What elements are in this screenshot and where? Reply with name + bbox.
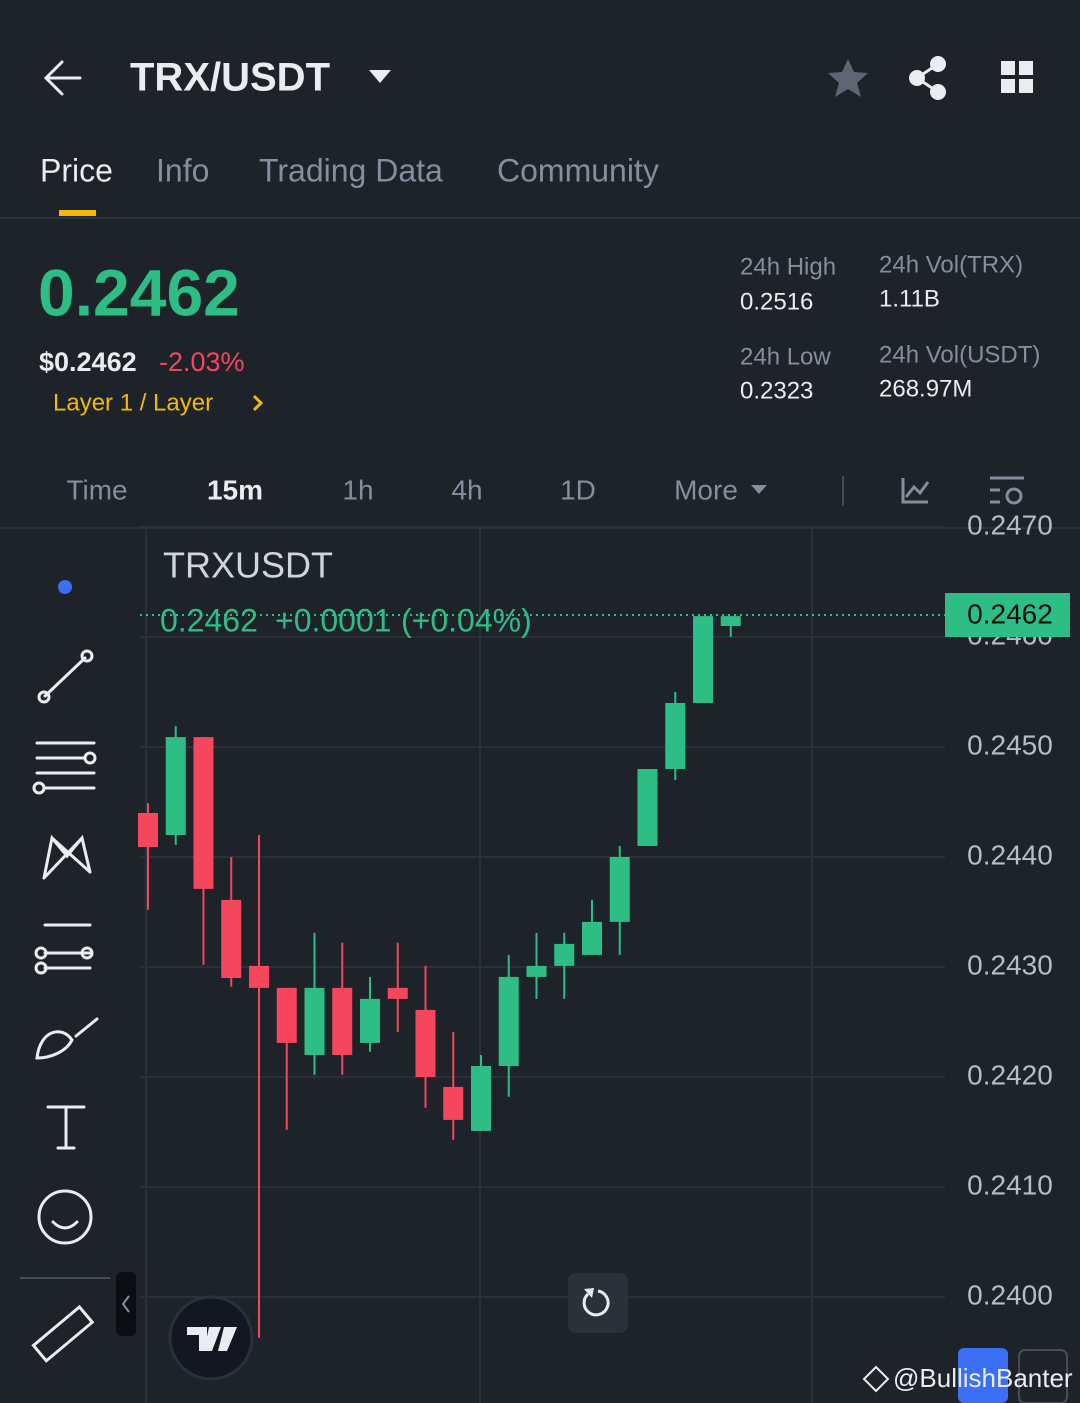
- chart: 0.2400 0.2410 0.2420 0.2430 0.2440 0.2450 0.24…: [138, 509, 1070, 1403]
- stat-value: 1.11B: [879, 285, 940, 312]
- timeframe[interactable]: 4h: [451, 474, 482, 505]
- more-caret[interactable]: [751, 485, 767, 494]
- indicator-icon[interactable]: [901, 478, 930, 504]
- pair-dropdown[interactable]: [369, 70, 391, 83]
- toolbar-dot: [58, 580, 72, 594]
- candle-body: [637, 769, 658, 847]
- divider: [842, 476, 844, 506]
- trendline-tool[interactable]: [37, 649, 94, 704]
- chevron[interactable]: [252, 394, 264, 412]
- collapse-arrow[interactable]: [121, 1295, 130, 1313]
- y-tick-label: 0.2400: [967, 1279, 1053, 1310]
- divider: [20, 1277, 110, 1279]
- stat-label: 24h High: [740, 253, 836, 280]
- auto-scale[interactable]: [958, 1348, 1008, 1403]
- legend-price: 0.2462: [160, 602, 258, 638]
- candle-body: [332, 987, 353, 1056]
- back-button[interactable]: [43, 60, 82, 96]
- grid-menu[interactable]: [1001, 61, 1033, 93]
- y-tick-label: 0.2410: [967, 1169, 1053, 1200]
- timeframe[interactable]: Time: [66, 474, 127, 505]
- candle-body: [471, 1066, 491, 1131]
- candle-body: [415, 1009, 436, 1078]
- log-scale[interactable]: [1018, 1349, 1068, 1403]
- y-tick-label: 0.2430: [967, 949, 1053, 980]
- candle-body: [443, 1086, 464, 1120]
- ruler-tool[interactable]: [31, 1304, 95, 1363]
- lines-tool[interactable]: [32, 741, 97, 795]
- settings-icon[interactable]: [990, 476, 1024, 505]
- stat-label: 24h Vol(USDT): [879, 341, 1040, 368]
- reset-button[interactable]: [568, 1273, 628, 1333]
- collapse-toolbar[interactable]: [116, 1272, 136, 1336]
- candle-body: [276, 987, 297, 1043]
- usd-price: $0.2462: [39, 347, 137, 377]
- candle-body: [360, 998, 380, 1043]
- timeframe[interactable]: 15m: [207, 474, 263, 505]
- candle-body: [554, 943, 575, 966]
- tab[interactable]: Info: [156, 152, 209, 188]
- category-tag[interactable]: Layer 1 / Layer: [53, 389, 213, 416]
- candle-body: [387, 987, 408, 999]
- stat-value: 0.2516: [740, 288, 813, 315]
- timeframe[interactable]: 1D: [560, 474, 596, 505]
- legend-change: +0.0001: [275, 602, 392, 638]
- candle-body: [665, 703, 686, 770]
- last-price-label: 0.2462: [967, 598, 1053, 629]
- y-tick-label: 0.2470: [967, 509, 1053, 540]
- stat-value: 268.97M: [879, 375, 972, 402]
- share[interactable]: [909, 56, 946, 100]
- stat-value: 0.2323: [740, 377, 813, 404]
- candle-body: [609, 857, 630, 922]
- candle-body: [249, 965, 269, 988]
- chart-title: TRXUSDT: [163, 545, 333, 586]
- candle-body: [582, 921, 602, 955]
- last-price: 0.2462: [38, 255, 240, 329]
- tab[interactable]: Community: [497, 152, 659, 188]
- pattern-tool[interactable]: [42, 834, 92, 880]
- candle-body: [720, 616, 741, 627]
- watermark: @BullishBanter: [893, 1363, 1073, 1393]
- candle-body: [193, 737, 214, 889]
- stat-label: 24h Vol(TRX): [879, 251, 1023, 278]
- tab-indicator: [59, 210, 96, 216]
- y-tick-label: 0.2440: [967, 839, 1053, 870]
- tradingview-logo[interactable]: [168, 1295, 254, 1381]
- price-change: -2.03%: [159, 347, 245, 377]
- stat-label: 24h Low: [740, 343, 831, 370]
- y-tick-label: 0.2450: [967, 729, 1053, 760]
- favorite[interactable]: [828, 59, 868, 97]
- candle-body: [165, 737, 186, 836]
- tab[interactable]: Trading Data: [259, 152, 443, 188]
- fib-tool[interactable]: [34, 923, 94, 975]
- divider: [0, 217, 1080, 219]
- candle-body: [138, 813, 158, 848]
- y-tick-label: 0.2420: [967, 1059, 1053, 1090]
- candle-body: [693, 616, 713, 704]
- text-tool[interactable]: [46, 1105, 86, 1150]
- timeframe[interactable]: 1h: [342, 474, 373, 505]
- legend-change-pct: (+0.04%): [401, 602, 532, 638]
- tab[interactable]: Price: [40, 152, 113, 188]
- candle-body: [221, 899, 242, 979]
- candle-body: [304, 987, 325, 1056]
- candle-body: [498, 976, 519, 1067]
- candle-body: [526, 965, 547, 977]
- timeframe[interactable]: More: [674, 474, 738, 505]
- pair-title[interactable]: TRX/USDT: [130, 56, 330, 100]
- watermark-logo: [862, 1365, 890, 1393]
- last-price-tag: [945, 593, 1070, 638]
- emoji-tool[interactable]: [37, 1189, 93, 1245]
- brush-tool[interactable]: [35, 1017, 99, 1060]
